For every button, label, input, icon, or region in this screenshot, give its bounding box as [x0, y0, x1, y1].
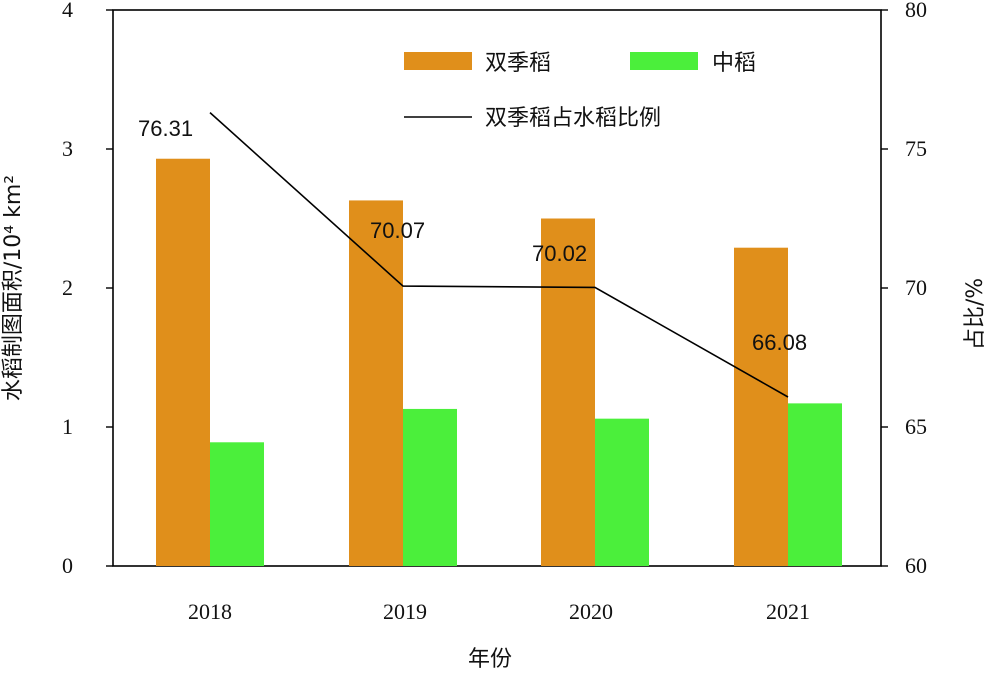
ratio-data-label: 76.31 [138, 116, 193, 141]
legend-swatch-middle-rice [630, 52, 698, 70]
bar-double-rice [349, 200, 403, 566]
data-label-group: 76.31 70.07 70.02 66.08 [138, 116, 807, 355]
bar-double-rice [541, 218, 595, 566]
right-y-tick-label: 65 [905, 414, 927, 439]
legend-swatch-double-rice [404, 52, 472, 70]
bar-middle-rice [595, 418, 649, 566]
ratio-data-label: 70.07 [370, 218, 425, 243]
legend: 双季稻 中稻 双季稻占水稻比例 [404, 51, 756, 131]
right-y-tick-label: 75 [905, 136, 927, 161]
left-y-tick-label: 1 [62, 414, 73, 439]
right-y-axis-title: 占比/% [963, 278, 988, 350]
left-y-tick-label: 0 [62, 553, 73, 578]
legend-label-double-rice: 双季稻 [485, 51, 551, 76]
x-axis-title: 年份 [468, 647, 512, 672]
x-tick-label: 2019 [383, 599, 427, 624]
ratio-line [209, 112, 789, 398]
legend-label-middle-rice: 中稻 [712, 51, 756, 76]
right-y-tick-label: 60 [905, 553, 927, 578]
left-y-tick-label: 4 [62, 0, 73, 22]
bar-middle-rice [788, 403, 842, 566]
right-y-axis: 60 65 70 75 80 [881, 0, 927, 578]
ratio-data-label: 70.02 [532, 241, 587, 266]
x-tick-label: 2021 [766, 599, 810, 624]
ratio-line-group [209, 112, 789, 398]
left-y-axis: 0 1 2 3 4 [62, 0, 113, 578]
x-axis: 2018 2019 2020 2021 [188, 599, 810, 624]
bar-series-group [156, 158, 842, 567]
left-y-axis-title: 水稻制图面积/10⁴ km² [1, 175, 26, 401]
x-tick-label: 2018 [188, 599, 232, 624]
bar-double-rice [734, 247, 788, 566]
left-y-tick-label: 3 [62, 136, 73, 161]
legend-label-ratio: 双季稻占水稻比例 [485, 106, 661, 131]
bar-double-rice [156, 158, 210, 567]
x-tick-label: 2020 [569, 599, 613, 624]
ratio-data-label: 66.08 [752, 330, 807, 355]
left-y-tick-label: 2 [62, 275, 73, 300]
right-y-tick-label: 80 [905, 0, 927, 22]
bar-middle-rice [210, 442, 264, 566]
bar-middle-rice [403, 408, 457, 566]
right-y-tick-label: 70 [905, 275, 927, 300]
